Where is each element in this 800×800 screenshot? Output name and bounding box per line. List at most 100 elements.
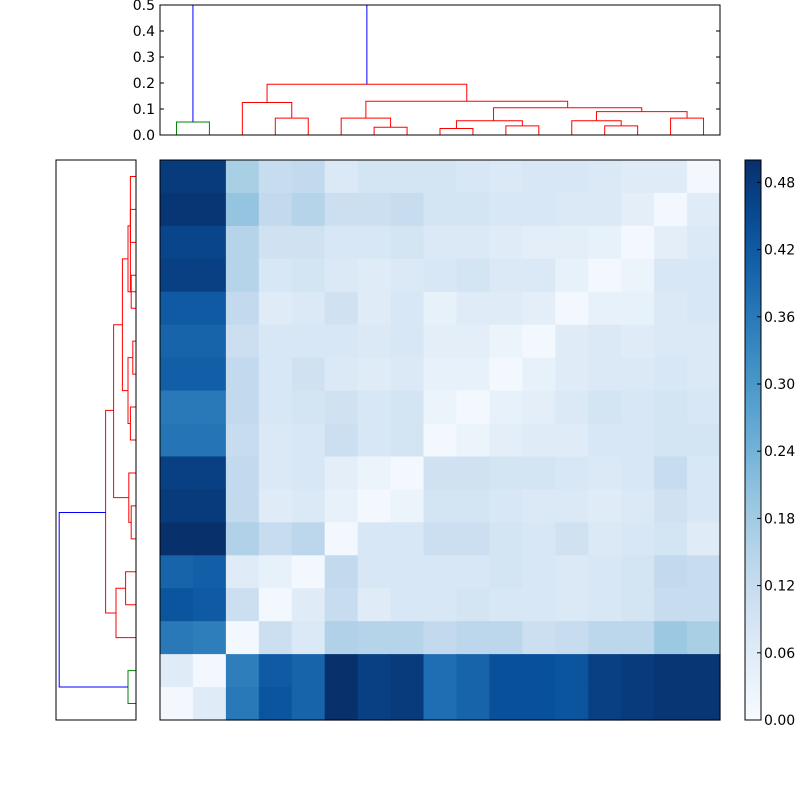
- heatmap-cell: [456, 423, 491, 458]
- left-dendrogram-link: [105, 409, 116, 614]
- heatmap-cell: [357, 225, 392, 260]
- heatmap-cell: [324, 687, 359, 721]
- heatmap-cell: [456, 687, 491, 721]
- heatmap-cell: [654, 390, 688, 425]
- heatmap-cell: [654, 225, 688, 260]
- heatmap-cell: [225, 456, 260, 491]
- heatmap-cell: [192, 522, 227, 556]
- heatmap-cell: [357, 291, 392, 326]
- heatmap-cell: [522, 160, 556, 194]
- heatmap-cell: [654, 291, 688, 326]
- heatmap-cell: [621, 654, 655, 688]
- heatmap-cell: [456, 522, 491, 556]
- heatmap-cell: [588, 258, 622, 293]
- heatmap-cell: [456, 489, 491, 523]
- heatmap-cell: [258, 423, 293, 458]
- heatmap-cell: [291, 555, 326, 589]
- heatmap-cell: [390, 522, 425, 556]
- heatmap-cell: [324, 192, 359, 227]
- heatmap-cell: [621, 456, 655, 491]
- heatmap-cell: [192, 423, 227, 458]
- heatmap-cell: [160, 555, 194, 589]
- top-dendrogram-frame: [159, 4, 721, 136]
- heatmap-cell: [357, 423, 392, 458]
- top-dendrogram-link: [175, 121, 210, 135]
- heatmap-cell: [456, 225, 491, 260]
- heatmap-cell: [258, 588, 293, 622]
- heatmap-cell: [588, 654, 622, 688]
- heatmap-cell: [390, 456, 425, 491]
- heatmap-cell: [225, 588, 260, 622]
- heatmap-cell: [390, 621, 425, 655]
- heatmap-cell: [621, 192, 655, 227]
- top-dendrogram-link: [505, 125, 540, 135]
- heatmap-cell: [423, 687, 458, 721]
- heatmap-cell: [160, 192, 194, 227]
- top-dendrogram-tick-label: 0.1: [133, 102, 155, 118]
- heatmap-cell: [654, 456, 688, 491]
- left-dendrogram-link: [129, 208, 136, 243]
- heatmap-cell: [489, 456, 523, 491]
- heatmap-cell: [225, 654, 260, 688]
- heatmap-cell: [687, 357, 721, 392]
- heatmap-cell: [423, 258, 458, 293]
- heatmap-cell: [192, 324, 227, 359]
- heatmap-cell: [555, 258, 589, 293]
- top-dendrogram-link: [455, 120, 523, 129]
- colorbar: 0.00 0.06 0.12 0.18 0.24 0.30 0.36 0.42 0.48: [744, 159, 795, 729]
- heatmap-cell: [489, 588, 523, 622]
- heatmap-cell: [522, 522, 556, 556]
- heatmap-cell: [390, 192, 425, 227]
- heatmap-cell: [588, 160, 622, 194]
- heatmap-cell: [489, 390, 523, 425]
- heatmap-cell: [423, 225, 458, 260]
- heatmap-cell: [423, 390, 458, 425]
- heatmap-cell: [588, 423, 622, 458]
- top-dendrogram-tick-label: 0.5: [133, 0, 155, 14]
- heatmap-cell: [390, 324, 425, 359]
- heatmap-cell: [160, 621, 194, 655]
- heatmap-cell: [489, 225, 523, 260]
- heatmap-cell: [687, 225, 721, 260]
- colorbar-tick-label: 0.30: [764, 377, 795, 393]
- left-dendrogram-link: [130, 505, 136, 540]
- heatmap-cell: [522, 687, 556, 721]
- heatmap-cell: [588, 489, 622, 523]
- left-dendrogram-link: [129, 406, 136, 441]
- heatmap-cell: [357, 588, 392, 622]
- top-dendrogram-link: [670, 117, 705, 135]
- top-dendrogram-link: [373, 126, 408, 135]
- heatmap-cell: [160, 423, 194, 458]
- heatmap-cell: [160, 291, 194, 326]
- heatmap-cell: [258, 489, 293, 523]
- colorbar-tick-label: 0.18: [764, 511, 795, 527]
- left-dendrogram-link: [128, 472, 136, 523]
- heatmap-cell: [423, 555, 458, 589]
- heatmap-cell: [621, 160, 655, 194]
- heatmap-cell: [456, 258, 491, 293]
- heatmap-cell: [489, 324, 523, 359]
- heatmap-cell: [621, 324, 655, 359]
- top-dendrogram: 0.0 0.1 0.2 0.3 0.4 0.5: [133, 0, 721, 144]
- heatmap-cell: [621, 357, 655, 392]
- heatmap-cell: [160, 225, 194, 260]
- heatmap-cell: [258, 291, 293, 326]
- heatmap-cell: [654, 687, 688, 721]
- left-dendrogram-link: [125, 571, 136, 606]
- heatmap-cell: [192, 258, 227, 293]
- heatmap-cell: [555, 522, 589, 556]
- colorbar-tick-label: 0.00: [764, 713, 795, 729]
- heatmap-cell: [555, 390, 589, 425]
- heatmap-cell: [423, 588, 458, 622]
- heatmap-cell: [588, 192, 622, 227]
- heatmap-cell: [621, 621, 655, 655]
- top-dendrogram-tick-label: 0.2: [133, 76, 155, 92]
- heatmap-cell: [654, 588, 688, 622]
- heatmap-cell: [489, 258, 523, 293]
- heatmap-cell: [258, 687, 293, 721]
- heatmap-cell: [291, 258, 326, 293]
- heatmap-cell: [324, 160, 359, 194]
- heatmap-cell: [324, 654, 359, 688]
- heatmap-cell: [192, 291, 227, 326]
- heatmap-cell: [192, 456, 227, 491]
